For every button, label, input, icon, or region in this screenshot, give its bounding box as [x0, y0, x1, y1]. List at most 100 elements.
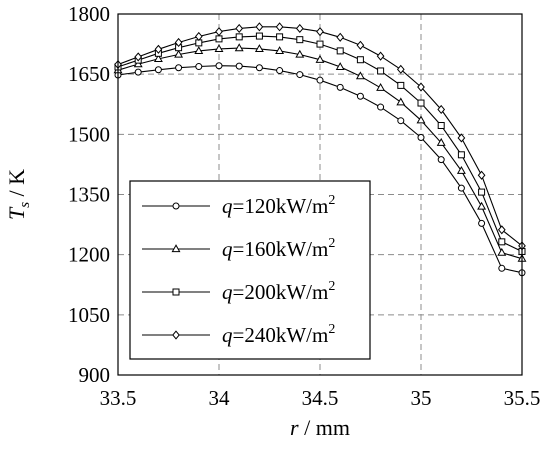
x-axis-title: r / mm: [290, 415, 350, 440]
data-point-triangle: [477, 201, 487, 210]
data-point-triangle: [194, 46, 204, 55]
data-point-circle: [255, 64, 263, 72]
data-point-square: [478, 188, 486, 196]
y-tick-label: 1800: [68, 2, 110, 26]
legend-superscript: 2: [328, 236, 335, 251]
legend-superscript: 2: [328, 322, 335, 337]
legend-box: [129, 180, 371, 360]
data-point-diamond: [295, 23, 304, 34]
legend-variable: q: [222, 323, 233, 347]
data-point-square: [296, 36, 304, 44]
legend-superscript: 2: [328, 279, 335, 294]
data-point-diamond: [275, 22, 284, 32]
data-point-triangle: [234, 43, 244, 52]
data-point-square: [336, 47, 344, 55]
data-point-diamond: [396, 64, 405, 74]
data-point-diamond: [172, 330, 180, 340]
data-point-diamond: [316, 27, 324, 37]
legend: q=120kW/m2q=160kW/m2q=200kW/m2q=240kW/m2: [129, 180, 371, 360]
legend-variable: q: [222, 237, 233, 261]
data-point-triangle: [153, 54, 163, 63]
series-4: [114, 22, 526, 251]
legend-item: q=160kW/m2: [142, 236, 335, 261]
data-point-diamond: [437, 104, 446, 115]
data-point-square: [316, 40, 324, 48]
legend-items: q=120kW/m2q=160kW/m2q=200kW/m2q=240kW/m2: [142, 193, 335, 347]
data-point-circle: [478, 219, 486, 227]
plot-frame: [117, 13, 523, 376]
data-point-circle: [235, 62, 243, 70]
data-point-triangle: [214, 44, 224, 52]
y-axis-variable: T: [4, 206, 29, 220]
data-point-diamond: [194, 31, 203, 42]
data-point-circle: [296, 71, 304, 79]
data-point-triangle: [456, 166, 466, 174]
data-point-square: [437, 122, 445, 130]
data-point-diamond: [457, 133, 466, 143]
data-point-triangle: [497, 247, 507, 256]
data-point-circle: [175, 64, 183, 72]
data-point-triangle: [254, 44, 264, 52]
data-point-square: [356, 56, 364, 64]
data-point-square: [235, 33, 243, 41]
x-axis-unit: mm: [316, 415, 350, 440]
legend-item: q=240kW/m2: [142, 322, 335, 347]
data-point-triangle: [171, 244, 181, 253]
data-point-triangle: [275, 46, 285, 55]
data-point-circle: [134, 68, 142, 76]
data-point-diamond: [417, 82, 425, 92]
series-1: [114, 62, 526, 277]
legend-value: =120kW/m: [233, 194, 329, 218]
data-point-circle: [276, 67, 284, 75]
data-point-triangle: [295, 49, 305, 58]
legend-value: =240kW/m: [233, 323, 329, 347]
x-tick-label: 34.5: [302, 386, 339, 410]
data-point-circle: [215, 62, 223, 70]
data-point-circle: [457, 184, 465, 192]
data-point-diamond: [477, 170, 486, 180]
data-point-diamond: [215, 27, 223, 37]
data-point-square: [397, 81, 405, 89]
series-layer: [113, 22, 527, 277]
data-point-square: [457, 151, 465, 159]
x-tick-label: 35: [411, 386, 432, 410]
legend-label: q=200kW/m2: [222, 279, 335, 304]
series-2: [113, 43, 527, 262]
data-point-triangle: [416, 115, 426, 124]
data-point-diamond: [356, 40, 365, 50]
legend-variable: q: [222, 280, 233, 304]
data-point-diamond: [497, 225, 506, 235]
y-tick-label: 1650: [68, 62, 110, 86]
data-point-diamond: [174, 37, 183, 48]
series-3: [114, 32, 526, 255]
data-point-triangle: [355, 71, 365, 80]
legend-variable: q: [222, 194, 233, 218]
data-point-diamond: [235, 23, 244, 34]
x-tick-label: 34: [209, 386, 231, 410]
data-point-diamond: [255, 22, 264, 32]
legend-label: q=120kW/m2: [222, 193, 335, 218]
y-tick-label: 1350: [68, 183, 110, 207]
y-axis-unit: K: [4, 169, 29, 185]
data-point-square: [215, 35, 223, 43]
legend-item: q=120kW/m2: [142, 193, 335, 218]
x-axis-slash: /: [299, 415, 316, 440]
data-point-square: [417, 99, 425, 107]
x-axis-variable: r: [290, 415, 299, 440]
data-point-triangle: [315, 54, 325, 63]
data-point-triangle: [174, 49, 184, 58]
data-point-circle: [377, 103, 385, 111]
data-point-circle: [356, 92, 364, 100]
x-tick-label: 33.5: [100, 386, 137, 410]
data-point-triangle: [396, 97, 406, 106]
legend-superscript: 2: [328, 193, 335, 208]
data-point-circle: [397, 117, 405, 125]
data-point-triangle: [335, 62, 345, 71]
y-axis-slash: /: [4, 185, 29, 202]
data-point-circle: [154, 66, 162, 74]
data-point-square: [255, 32, 263, 40]
data-point-circle: [336, 83, 344, 91]
legend-value: =160kW/m: [233, 237, 329, 261]
data-point-diamond: [154, 44, 163, 54]
data-point-square: [377, 67, 385, 75]
